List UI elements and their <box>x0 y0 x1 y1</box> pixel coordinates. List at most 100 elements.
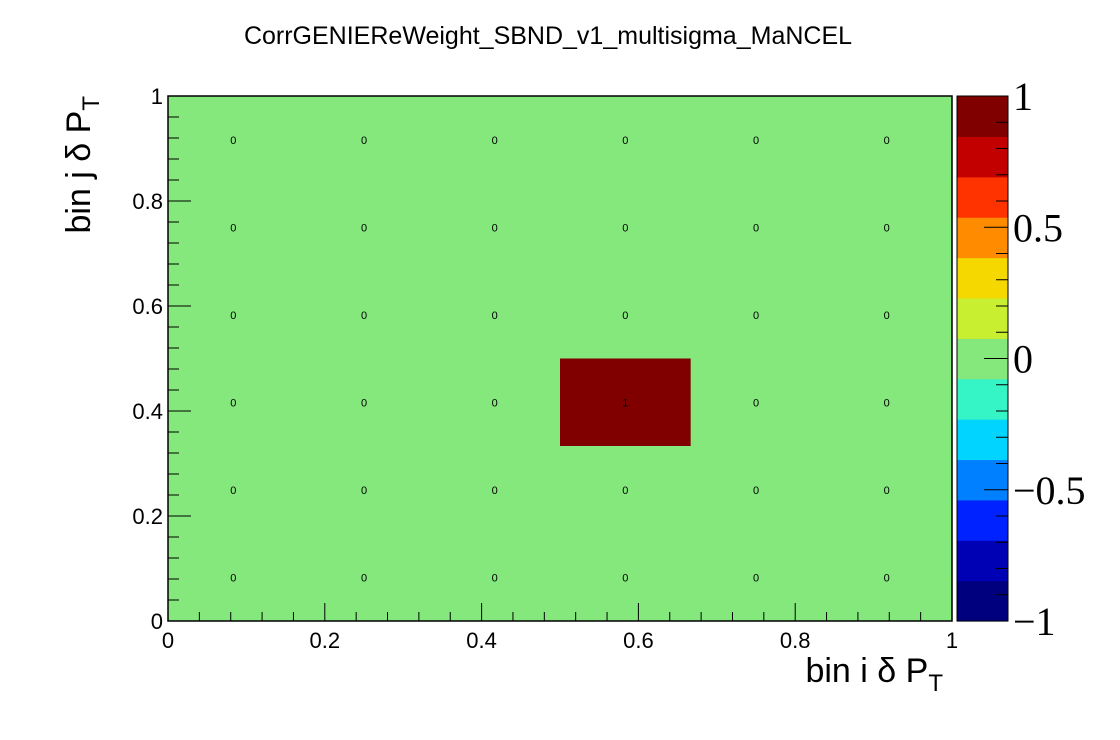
colorbar-tick-label: −0.5 <box>1013 468 1086 513</box>
heatmap-cell <box>560 358 692 447</box>
x-axis-label-subscript: T <box>928 670 943 697</box>
cell-value-label: 0 <box>230 485 236 497</box>
y-tick-label: 1 <box>151 84 163 109</box>
colorbar-tick-label: 1 <box>1013 74 1033 119</box>
cell-value-label: 0 <box>884 397 890 409</box>
cell-value-label: 0 <box>884 135 890 147</box>
heatmap-cell <box>429 183 561 272</box>
heatmap-cell <box>690 183 822 272</box>
cell-value-label: 0 <box>361 222 367 234</box>
cell-value-label: 0 <box>622 135 628 147</box>
heatmap-cell <box>821 533 953 622</box>
x-tick-label: 0.4 <box>466 628 497 653</box>
heatmap-cell <box>690 533 822 622</box>
heatmap-cell <box>168 446 300 534</box>
cell-value-label: 0 <box>492 310 498 322</box>
heatmap-cell <box>298 358 430 447</box>
colorbar-segment <box>957 499 1008 541</box>
x-tick-label: 1 <box>946 628 958 653</box>
cell-value-label: 0 <box>492 485 498 497</box>
x-axis-label: bin i δ PT <box>805 652 943 697</box>
y-tick-label: 0.4 <box>132 399 163 424</box>
cell-value-label: 0 <box>753 397 759 409</box>
cell-value-label: 0 <box>884 310 890 322</box>
heatmap-cell <box>690 358 822 447</box>
heatmap-cell <box>560 446 692 534</box>
chart-title: CorrGENIEReWeight_SBND_v1_multisigma_MaN… <box>243 22 853 50</box>
cell-value-label: 0 <box>753 310 759 322</box>
heatmap-cell <box>298 446 430 534</box>
colorbar-segment <box>957 176 1008 218</box>
colorbar-segment <box>957 459 1008 501</box>
y-axis-label-subscript: T <box>78 96 105 111</box>
heatmap-cell <box>690 271 822 359</box>
cell-value-label: 0 <box>230 572 236 584</box>
colorbar-tick-label: −1 <box>1013 599 1056 644</box>
heatmap-cell <box>429 533 561 622</box>
colorbar-segment <box>957 96 1008 137</box>
cell-value-label: 0 <box>622 572 628 584</box>
colorbar-segment <box>957 378 1008 420</box>
cell-value-label: 0 <box>884 485 890 497</box>
heatmap-cell <box>168 533 300 622</box>
cell-value-label: 0 <box>492 397 498 409</box>
cell-value-label: 0 <box>230 310 236 322</box>
cell-value-label: 0 <box>884 222 890 234</box>
y-axis-label: bin j δ PT <box>60 96 105 234</box>
colorbar-segment <box>957 419 1008 461</box>
y-tick-label: 0.2 <box>132 504 163 529</box>
cell-value-label: 0 <box>753 135 759 147</box>
colorbar-segment <box>957 217 1008 259</box>
cell-value-label: 0 <box>492 572 498 584</box>
heatmap-cell <box>168 358 300 447</box>
colorbar-segment <box>957 297 1008 339</box>
plot-frame <box>167 95 953 622</box>
cell-value-label: 0 <box>753 572 759 584</box>
heatmap-cell <box>298 533 430 622</box>
heatmap-cell <box>168 96 300 184</box>
heatmap-cell <box>821 271 953 359</box>
heatmap-cell <box>429 446 561 534</box>
cell-value-label: 0 <box>361 485 367 497</box>
heatmap-cell <box>821 446 953 534</box>
y-tick-label: 0 <box>151 609 163 634</box>
cell-value-label: 1 <box>622 397 628 409</box>
heatmap-cell <box>168 271 300 359</box>
cell-value-label: 0 <box>884 572 890 584</box>
cell-value-label: 0 <box>492 135 498 147</box>
heatmap-cell <box>298 271 430 359</box>
heatmap-cell <box>560 96 692 184</box>
heatmap-cell <box>560 271 692 359</box>
x-tick-label: 0.2 <box>310 628 341 653</box>
heatmap-cell <box>560 183 692 272</box>
cell-value-label: 0 <box>622 485 628 497</box>
cell-value-label: 0 <box>492 222 498 234</box>
cell-value-label: 0 <box>622 222 628 234</box>
colorbar-tick-label: 0 <box>1013 337 1033 382</box>
heatmap-cell <box>690 446 822 534</box>
x-tick-label: 0 <box>162 628 174 653</box>
heatmap-cell <box>821 183 953 272</box>
heatmap-cell <box>821 358 953 447</box>
heatmap-cell <box>168 183 300 272</box>
heatmap-cell <box>429 96 561 184</box>
heatmap-cell <box>429 271 561 359</box>
heatmap-cell <box>429 358 561 447</box>
cell-value-label: 0 <box>230 397 236 409</box>
colorbar-tick-label: 0.5 <box>1013 205 1063 250</box>
cell-value-label: 0 <box>361 310 367 322</box>
cell-value-label: 0 <box>753 222 759 234</box>
colorbar-segment <box>957 540 1008 582</box>
colorbar-segment <box>957 136 1008 178</box>
y-tick-label: 0.8 <box>132 189 163 214</box>
colorbar-segment <box>957 257 1008 299</box>
y-tick-label: 0.6 <box>132 294 163 319</box>
cell-value-label: 0 <box>361 135 367 147</box>
heatmap-cell <box>560 533 692 622</box>
heatmap-cell <box>298 183 430 272</box>
heatmap-cell <box>298 96 430 184</box>
cell-value-label: 0 <box>361 572 367 584</box>
cell-value-label: 0 <box>753 485 759 497</box>
x-tick-label: 0.6 <box>623 628 654 653</box>
